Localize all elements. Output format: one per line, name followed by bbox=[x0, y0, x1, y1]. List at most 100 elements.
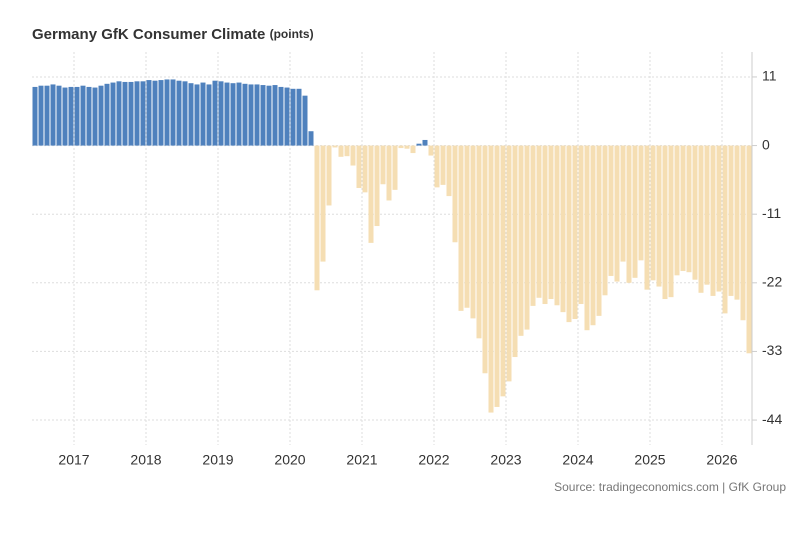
bar bbox=[344, 145, 350, 157]
chart-title: Germany GfK Consumer Climate (points) bbox=[32, 26, 314, 43]
bar bbox=[746, 145, 752, 354]
bar bbox=[206, 84, 212, 146]
bar bbox=[590, 145, 596, 326]
bar bbox=[482, 145, 488, 374]
title-text: Germany GfK Consumer Climate bbox=[32, 26, 265, 43]
bar bbox=[296, 88, 302, 146]
bar bbox=[668, 145, 674, 298]
bar bbox=[434, 145, 440, 188]
bar bbox=[38, 85, 44, 146]
bar bbox=[74, 86, 80, 146]
bar bbox=[734, 145, 740, 300]
bar bbox=[86, 86, 92, 146]
bar bbox=[224, 82, 230, 146]
bar bbox=[398, 145, 404, 149]
bar bbox=[308, 131, 314, 146]
bar bbox=[386, 145, 392, 201]
bar bbox=[620, 145, 626, 262]
bar bbox=[656, 145, 662, 287]
bar bbox=[104, 83, 110, 146]
bar bbox=[602, 145, 608, 296]
bar bbox=[542, 145, 548, 305]
bar bbox=[404, 145, 410, 149]
bar bbox=[32, 86, 38, 146]
bar bbox=[680, 145, 686, 271]
bar bbox=[416, 143, 422, 146]
bar bbox=[68, 86, 74, 146]
bar bbox=[518, 145, 524, 336]
bar bbox=[530, 145, 536, 306]
x-tick-label: 2020 bbox=[274, 452, 305, 468]
bar bbox=[632, 145, 638, 278]
bar bbox=[536, 145, 542, 298]
x-tick-label: 2017 bbox=[58, 452, 89, 468]
bar bbox=[440, 145, 446, 185]
bar bbox=[302, 95, 308, 146]
bar bbox=[200, 82, 206, 146]
bar bbox=[614, 145, 620, 282]
bar bbox=[560, 145, 566, 313]
bar bbox=[266, 85, 272, 146]
bar bbox=[584, 145, 590, 331]
bar bbox=[80, 85, 86, 146]
bar bbox=[494, 145, 500, 407]
bar bbox=[458, 145, 464, 311]
bar bbox=[608, 145, 614, 276]
bar bbox=[164, 79, 170, 146]
bar bbox=[50, 84, 56, 146]
bar bbox=[284, 87, 290, 146]
bar bbox=[428, 145, 434, 156]
bar bbox=[278, 86, 284, 146]
bar bbox=[698, 145, 704, 293]
bar bbox=[596, 145, 602, 316]
bar bbox=[116, 81, 122, 146]
bar bbox=[356, 145, 362, 188]
bar bbox=[446, 145, 452, 197]
bar bbox=[686, 145, 692, 273]
bar bbox=[128, 81, 134, 146]
bar bbox=[62, 87, 68, 146]
bar bbox=[176, 80, 182, 146]
bar bbox=[578, 145, 584, 305]
units: (points) bbox=[270, 27, 314, 41]
bar bbox=[248, 84, 254, 146]
bar bbox=[710, 145, 716, 296]
bar bbox=[326, 145, 332, 206]
bar bbox=[374, 145, 380, 227]
x-tick-label: 2021 bbox=[346, 452, 377, 468]
y-tick-label: -11 bbox=[762, 205, 781, 221]
bar bbox=[98, 85, 104, 146]
bar bbox=[692, 145, 698, 280]
bar bbox=[314, 145, 320, 291]
bar bbox=[194, 84, 200, 146]
bar bbox=[452, 145, 458, 243]
x-tick-label: 2023 bbox=[490, 452, 521, 468]
bar bbox=[674, 145, 680, 276]
y-tick-label: 0 bbox=[762, 136, 770, 152]
bar bbox=[626, 145, 632, 283]
bar bbox=[644, 145, 650, 290]
bar bbox=[566, 145, 572, 323]
x-tick-label: 2024 bbox=[562, 452, 593, 468]
bar bbox=[740, 145, 746, 321]
bar bbox=[152, 80, 158, 146]
y-tick-label: 11 bbox=[762, 68, 777, 84]
bar bbox=[704, 145, 710, 285]
x-tick-label: 2022 bbox=[418, 452, 449, 468]
bar bbox=[368, 145, 374, 243]
bar bbox=[182, 81, 188, 146]
bar bbox=[476, 145, 482, 339]
y-tick-label: -44 bbox=[762, 411, 782, 427]
bar bbox=[470, 145, 476, 319]
bar bbox=[92, 87, 98, 146]
y-tick-label: -22 bbox=[762, 274, 782, 290]
bar bbox=[236, 82, 242, 146]
bar bbox=[464, 145, 470, 308]
bar bbox=[662, 145, 668, 300]
bar bbox=[722, 145, 728, 314]
bar bbox=[140, 81, 146, 146]
bar bbox=[188, 83, 194, 146]
bar bbox=[506, 145, 512, 382]
bar bbox=[338, 145, 344, 157]
